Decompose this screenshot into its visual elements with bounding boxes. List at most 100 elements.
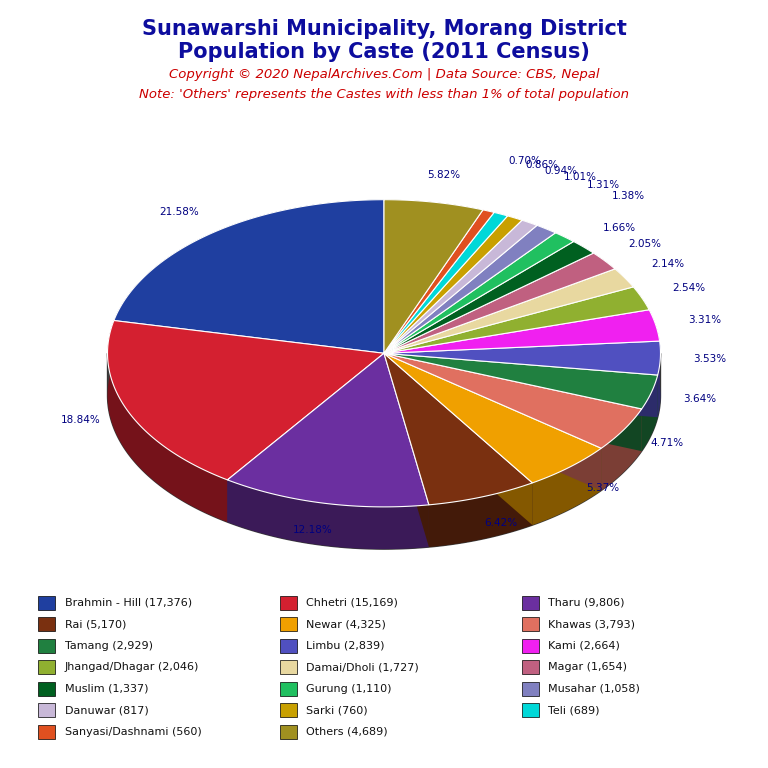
Polygon shape [108, 320, 384, 480]
Polygon shape [649, 310, 660, 383]
FancyBboxPatch shape [522, 703, 539, 717]
Polygon shape [384, 216, 522, 353]
Text: Damai/Dholi (1,727): Damai/Dholi (1,727) [306, 662, 419, 673]
Polygon shape [384, 213, 494, 396]
Text: Muslim (1,337): Muslim (1,337) [65, 684, 148, 694]
FancyBboxPatch shape [38, 682, 55, 696]
Text: 21.58%: 21.58% [160, 207, 199, 217]
FancyBboxPatch shape [280, 682, 297, 696]
Polygon shape [508, 216, 522, 263]
Polygon shape [384, 225, 537, 396]
Polygon shape [384, 200, 483, 353]
Polygon shape [594, 253, 615, 311]
Text: 2.14%: 2.14% [651, 259, 684, 269]
Polygon shape [494, 213, 508, 258]
FancyBboxPatch shape [522, 639, 539, 653]
Polygon shape [384, 253, 594, 396]
Text: Sanyasi/Dashnami (560): Sanyasi/Dashnami (560) [65, 727, 201, 737]
Polygon shape [384, 353, 532, 525]
Text: Jhangad/Dhagar (2,046): Jhangad/Dhagar (2,046) [65, 662, 199, 673]
Polygon shape [574, 241, 594, 296]
Polygon shape [384, 233, 555, 396]
Text: Others (4,689): Others (4,689) [306, 727, 388, 737]
Text: Teli (689): Teli (689) [548, 705, 600, 716]
Text: Limbu (2,839): Limbu (2,839) [306, 641, 385, 651]
FancyBboxPatch shape [38, 703, 55, 717]
Text: Danuwar (817): Danuwar (817) [65, 705, 148, 716]
Polygon shape [384, 233, 574, 353]
Text: 18.84%: 18.84% [61, 415, 101, 425]
Polygon shape [384, 253, 594, 396]
Text: 6.42%: 6.42% [484, 518, 517, 528]
Text: Chhetri (15,169): Chhetri (15,169) [306, 598, 399, 608]
Polygon shape [384, 269, 634, 353]
Polygon shape [384, 310, 649, 396]
Polygon shape [108, 320, 227, 522]
Polygon shape [384, 241, 574, 396]
Text: Newar (4,325): Newar (4,325) [306, 619, 386, 630]
FancyBboxPatch shape [522, 617, 539, 631]
Text: Gurung (1,110): Gurung (1,110) [306, 684, 392, 694]
Polygon shape [384, 225, 555, 353]
Polygon shape [114, 320, 384, 396]
Polygon shape [384, 287, 649, 353]
Polygon shape [384, 310, 660, 353]
Text: 1.01%: 1.01% [564, 172, 597, 182]
Polygon shape [384, 287, 634, 396]
FancyBboxPatch shape [38, 660, 55, 674]
Polygon shape [657, 341, 660, 417]
Polygon shape [483, 210, 494, 255]
Text: 2.54%: 2.54% [672, 283, 705, 293]
Polygon shape [384, 353, 429, 547]
Polygon shape [384, 341, 660, 396]
Polygon shape [384, 353, 601, 483]
Polygon shape [384, 353, 532, 525]
Polygon shape [384, 210, 483, 396]
FancyBboxPatch shape [38, 596, 55, 610]
Polygon shape [384, 216, 508, 396]
Polygon shape [227, 353, 384, 522]
Polygon shape [384, 220, 537, 353]
Polygon shape [532, 449, 601, 525]
Polygon shape [537, 225, 555, 275]
Polygon shape [384, 216, 508, 396]
Polygon shape [384, 225, 537, 396]
Text: Kami (2,664): Kami (2,664) [548, 641, 621, 651]
FancyBboxPatch shape [280, 639, 297, 653]
Polygon shape [384, 220, 522, 396]
Polygon shape [384, 353, 642, 451]
Polygon shape [384, 353, 601, 491]
Polygon shape [108, 353, 660, 549]
Text: 1.31%: 1.31% [587, 180, 620, 190]
Text: 0.86%: 0.86% [525, 161, 558, 170]
Polygon shape [615, 269, 634, 329]
Polygon shape [227, 353, 429, 507]
Text: Copyright © 2020 NepalArchives.Com | Data Source: CBS, Nepal: Copyright © 2020 NepalArchives.Com | Dat… [169, 68, 599, 81]
Text: Tharu (9,806): Tharu (9,806) [548, 598, 625, 608]
FancyBboxPatch shape [38, 617, 55, 631]
Polygon shape [384, 353, 657, 417]
Text: 2.05%: 2.05% [628, 239, 661, 249]
Polygon shape [227, 480, 429, 549]
Polygon shape [555, 233, 574, 283]
Polygon shape [384, 353, 601, 491]
Polygon shape [384, 220, 522, 396]
Text: Musahar (1,058): Musahar (1,058) [548, 684, 641, 694]
FancyBboxPatch shape [38, 725, 55, 739]
Polygon shape [114, 200, 384, 362]
Text: Brahmin - Hill (17,376): Brahmin - Hill (17,376) [65, 598, 192, 608]
Polygon shape [384, 341, 660, 396]
FancyBboxPatch shape [522, 682, 539, 696]
Text: Sarki (760): Sarki (760) [306, 705, 368, 716]
FancyBboxPatch shape [280, 703, 297, 717]
Polygon shape [384, 233, 555, 396]
Polygon shape [384, 241, 574, 396]
Polygon shape [384, 200, 483, 252]
Polygon shape [384, 310, 649, 396]
FancyBboxPatch shape [280, 725, 297, 739]
Polygon shape [384, 353, 657, 417]
Polygon shape [384, 269, 615, 396]
FancyBboxPatch shape [38, 639, 55, 653]
Polygon shape [429, 483, 532, 547]
FancyBboxPatch shape [280, 596, 297, 610]
